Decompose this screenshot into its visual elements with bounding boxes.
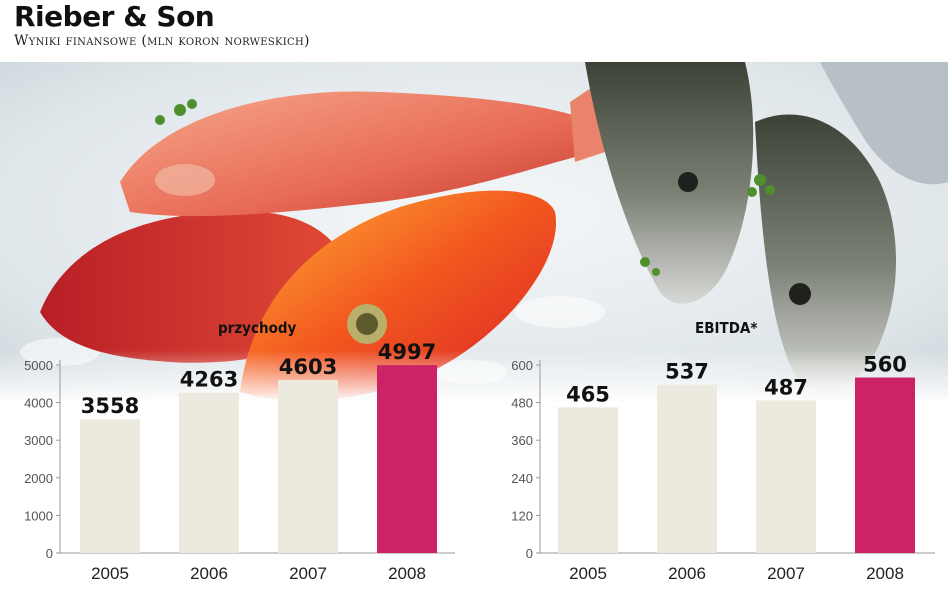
chart1-x-tick-label: 2007 (289, 564, 327, 583)
chart-title: Rieber & Son (14, 0, 215, 33)
chart2-x-tick-label: 2005 (569, 564, 607, 583)
chart1-y-tick-label: 3000 (24, 433, 53, 448)
chart1-value-label: 3558 (81, 394, 139, 418)
chart2-bar-2006 (657, 384, 717, 553)
chart2-y-tick-label: 0 (526, 546, 533, 561)
chart1-value-label: 4603 (279, 355, 337, 379)
chart1-value-label: 4263 (180, 368, 238, 392)
chart2-y-tick-label: 240 (511, 471, 533, 486)
chart2-value-label: 537 (665, 360, 709, 384)
chart2-x-tick-label: 2007 (767, 564, 805, 583)
chart1-x-tick-label: 2006 (190, 564, 228, 583)
chart1-y-tick-label: 1000 (24, 508, 53, 523)
chart1-title: przychody (218, 319, 297, 337)
chart1-y-tick-label: 2000 (24, 471, 53, 486)
chart2-value-label: 465 (566, 382, 610, 406)
chart2-value-label: 560 (863, 353, 907, 377)
chart2-title: EBITDA* (695, 319, 757, 337)
chart2-y-tick-label: 480 (511, 396, 533, 411)
fish-photo (0, 62, 948, 402)
chart2-y-tick-label: 120 (511, 508, 533, 523)
chart1-y-tick-label: 0 (46, 546, 53, 561)
chart2-value-label: 487 (764, 375, 808, 399)
chart-subtitle: Wyniki finansowe (mln koron norweskich) (14, 33, 310, 49)
chart2-bar-2005 (558, 407, 618, 553)
chart2-x-tick-label: 2006 (668, 564, 706, 583)
chart1-x-tick-label: 2005 (91, 564, 129, 583)
chart2-bar-2008 (855, 377, 915, 553)
chart2-x-tick-label: 2008 (866, 564, 904, 583)
chart2-y-tick-label: 600 (511, 358, 533, 373)
chart1-value-label: 4997 (378, 340, 436, 364)
chart2-y-tick-label: 360 (511, 433, 533, 448)
chart1-bar-2008 (377, 365, 437, 553)
chart1-y-tick-label: 5000 (24, 358, 53, 373)
chart1-bar-2005 (80, 419, 140, 553)
chart1-x-tick-label: 2008 (388, 564, 426, 583)
chart2-bar-2007 (756, 400, 816, 553)
chart1-bar-2006 (179, 392, 239, 553)
chart1-bar-2007 (278, 379, 338, 553)
chart1-y-tick-label: 4000 (24, 396, 53, 411)
